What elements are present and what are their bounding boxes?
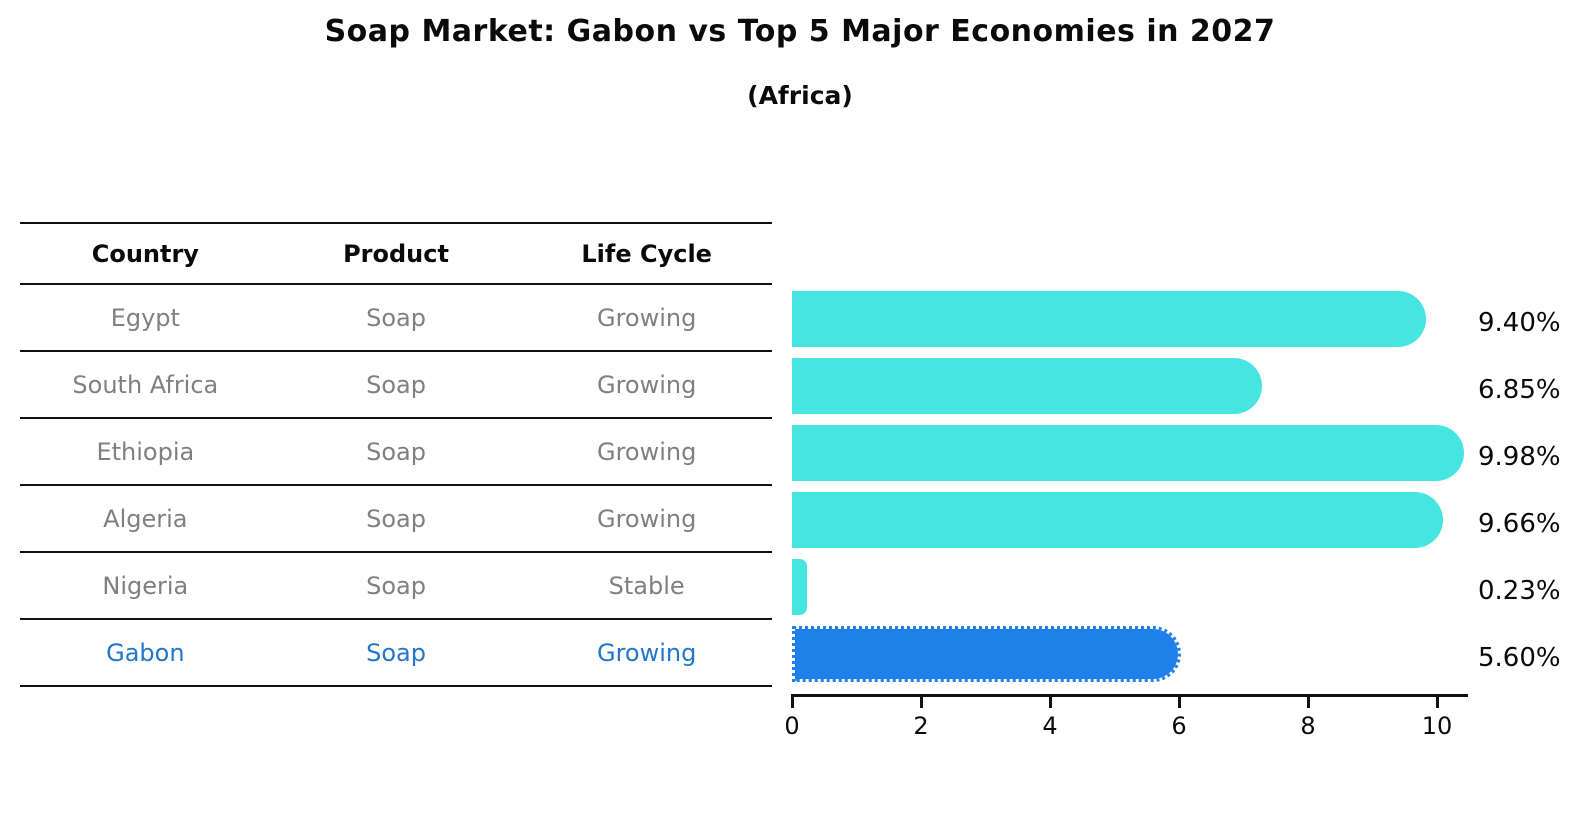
x-axis-tick-label: 2 — [913, 712, 929, 740]
x-axis-tick-label: 0 — [784, 712, 800, 740]
bar-value-label: 0.23% — [1478, 575, 1561, 606]
bar-value-label: 6.85% — [1478, 374, 1561, 405]
cell-country: South Africa — [72, 370, 219, 399]
bar-value-label: 9.66% — [1478, 508, 1561, 539]
cell-product: Soap — [366, 638, 426, 667]
cell-product: Soap — [366, 504, 426, 533]
cell-life-cycle: Growing — [596, 437, 697, 466]
table-row-egypt: Egypt Soap Growing — [20, 285, 772, 352]
x-axis-tick — [919, 694, 923, 708]
table-header-row: Country Product Life Cycle — [20, 222, 772, 285]
cell-country: Ethiopia — [96, 437, 195, 466]
x-axis-line — [792, 694, 1468, 697]
x-axis-tick-label: 4 — [1042, 712, 1058, 740]
cell-life-cycle: Growing — [596, 303, 697, 332]
x-axis-tick — [1306, 694, 1310, 708]
cell-country: Gabon — [106, 638, 185, 667]
cell-country: Egypt — [110, 303, 180, 332]
cell-product: Soap — [366, 437, 426, 466]
cell-product: Soap — [366, 571, 426, 600]
cell-country: Algeria — [103, 504, 188, 533]
header-cell-country: Country — [91, 239, 199, 268]
x-axis-tick — [1177, 694, 1181, 708]
bar-egypt — [792, 290, 1426, 347]
x-axis-tick — [790, 694, 794, 708]
page-title: Soap Market: Gabon vs Top 5 Major Econom… — [324, 14, 1276, 49]
x-axis-tick-label: 6 — [1171, 712, 1187, 740]
header-cell-life-cycle: Life Cycle — [581, 239, 712, 268]
x-axis-tick — [1048, 694, 1052, 708]
header-cell-product: Product — [343, 239, 449, 268]
bar-value-label: 9.98% — [1478, 441, 1561, 472]
bar-south-africa — [792, 357, 1262, 414]
table-row-south-africa: South Africa Soap Growing — [20, 352, 772, 419]
x-axis-tick-label: 8 — [1300, 712, 1316, 740]
x-axis-tick — [1435, 694, 1439, 708]
x-axis-tick-label: 10 — [1421, 712, 1453, 740]
cell-life-cycle: Growing — [596, 504, 697, 533]
bar-ethiopia — [792, 424, 1464, 481]
cell-product: Soap — [366, 370, 426, 399]
bar-value-label: 5.60% — [1478, 642, 1561, 673]
cell-product: Soap — [366, 303, 426, 332]
table-row-ethiopia: Ethiopia Soap Growing — [20, 419, 772, 486]
cell-life-cycle: Growing — [596, 638, 697, 667]
cell-life-cycle: Stable — [608, 571, 685, 600]
bar-algeria — [792, 491, 1443, 548]
page-subtitle: (Africa) — [747, 81, 853, 110]
bar-nigeria — [792, 558, 807, 615]
cell-country: Nigeria — [102, 571, 189, 600]
bar-gabon — [792, 625, 1181, 682]
cell-life-cycle: Growing — [596, 370, 697, 399]
table-body: Egypt Soap Growing South Africa Soap Growing E… — [20, 285, 772, 687]
table-row-algeria: Algeria Soap Growing — [20, 486, 772, 553]
table-row-nigeria: Nigeria Soap Stable — [20, 553, 772, 620]
comparison-table: Country Product Life Cycle Egypt Soap Growin… — [20, 222, 772, 687]
bar-value-label: 9.40% — [1478, 307, 1561, 338]
table-row-gabon: Gabon Soap Growing — [20, 620, 772, 687]
